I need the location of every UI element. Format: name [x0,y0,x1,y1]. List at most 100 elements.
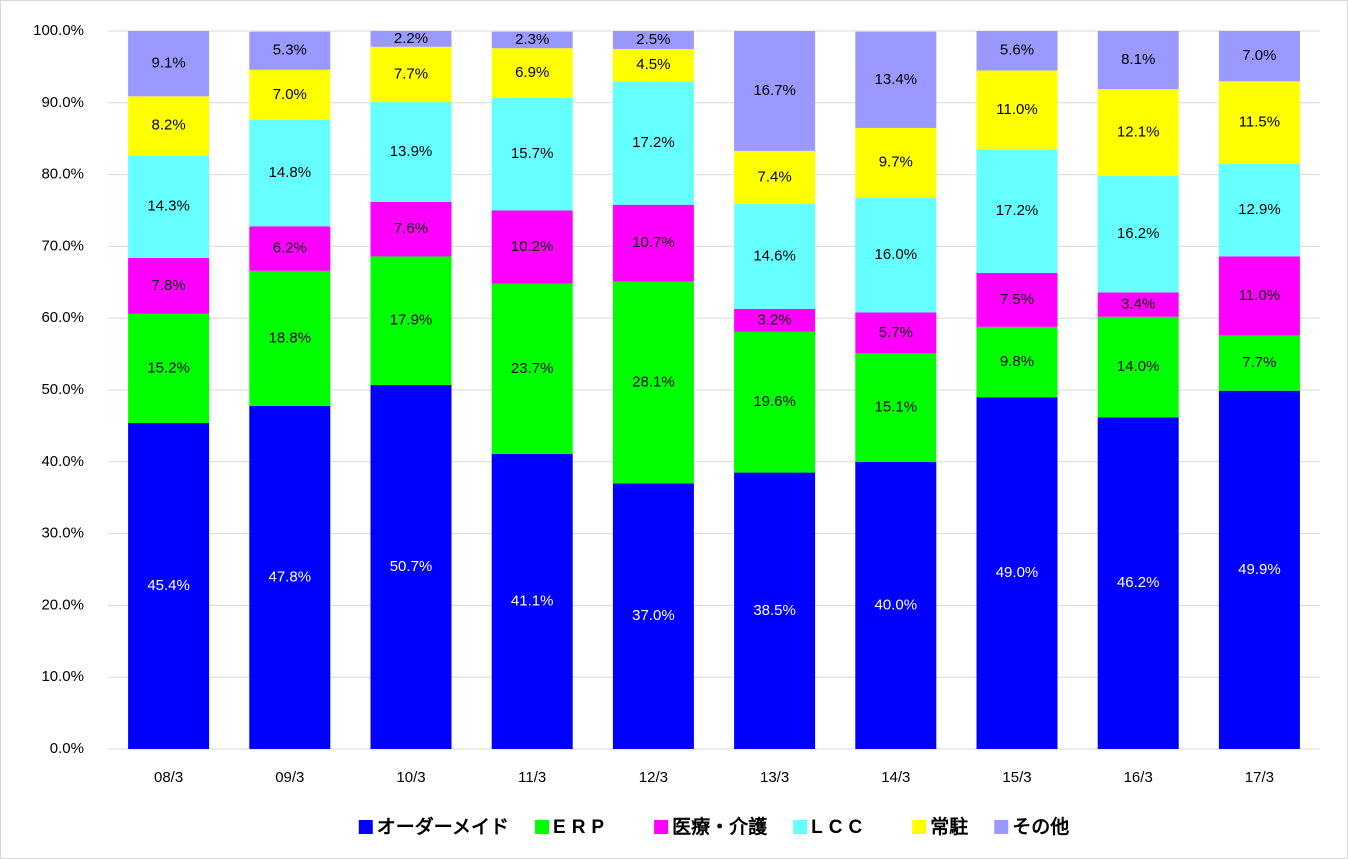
legend-swatch [994,820,1009,834]
bar-segment [612,204,694,282]
data-label: 16.0% [875,246,918,263]
data-label: 47.8% [269,568,312,585]
data-label: 7.7% [394,65,428,82]
data-label: 28.1% [632,373,675,390]
bar-segment [855,461,937,749]
bar-segment [128,31,210,97]
bar-segment [976,397,1058,749]
bar-segment [734,150,816,205]
bar-segment [1097,292,1179,317]
y-tick-label: 80.0% [41,166,84,183]
bar-segment [370,384,452,749]
legend-label: オーダーメイド [377,815,509,838]
x-tick-label: 13/3 [760,769,789,786]
bar-segment [491,453,573,749]
data-label: 9.8% [1000,353,1034,370]
bar-segment [249,31,331,70]
bar-segment [976,272,1058,327]
legend-label: 常駐 [930,815,968,838]
bar-segment [128,257,210,314]
bar-segment [1097,176,1179,293]
data-label: 3.2% [757,311,791,328]
bar-segment [491,210,573,284]
data-label: 5.3% [273,42,307,59]
bar-segment [128,423,210,749]
data-label: 13.9% [390,143,433,160]
legend-item: 医療・介護 [654,815,768,838]
x-tick-label: 09/3 [275,769,304,786]
data-label: 9.1% [151,55,185,72]
data-label: 15.2% [147,359,190,376]
bar-segment [249,270,331,406]
bar-segment [1097,31,1179,90]
bar-segment [855,127,937,198]
data-label: 50.7% [390,558,433,575]
bar-segment [976,31,1058,71]
data-label: 2.2% [394,30,428,47]
legend-item: 常駐 [912,815,968,838]
data-label: 14.6% [753,247,796,264]
data-label: 14.3% [147,198,190,215]
legend-label: 医療・介護 [672,815,768,838]
data-label: 11.0% [996,101,1037,118]
x-tick-label: 08/3 [154,769,183,786]
legend-item: LCC [793,817,862,838]
data-label: 17.2% [632,134,675,151]
data-label: 7.0% [273,86,307,103]
data-label: 10.2% [511,238,554,255]
data-label: 7.8% [151,277,185,294]
data-label: 4.5% [636,56,670,73]
data-label: 13.4% [875,71,918,88]
bar-segment [1218,81,1300,164]
data-label: 37.0% [632,607,675,624]
y-tick-label: 60.0% [41,309,84,326]
bar-segment [370,31,452,47]
bar-segment [976,149,1058,273]
bar-segment [855,31,937,128]
y-tick-label: 40.0% [41,453,84,470]
y-tick-label: 100.0% [33,22,84,39]
bar-segment [1218,163,1300,257]
y-tick-label: 70.0% [41,237,84,254]
legend-label: ERP [553,817,610,838]
bar-segment [128,96,210,156]
data-label: 15.1% [875,399,918,416]
data-label: 46.2% [1117,574,1160,591]
y-tick-label: 50.0% [41,381,84,398]
data-label: 12.9% [1238,201,1281,218]
x-tick-label: 12/3 [639,769,668,786]
bar-segment [249,405,331,749]
data-label: 2.5% [636,31,670,48]
legend-swatch [654,820,669,834]
data-label: 17.9% [390,312,433,329]
bar-segment [1097,417,1179,749]
bar-segment [855,353,937,462]
data-label: 19.6% [753,393,796,410]
legend-swatch [912,820,927,834]
x-tick-label: 10/3 [396,769,425,786]
legend-swatch [793,820,808,834]
data-label: 16.2% [1117,225,1160,242]
bar-segment [612,81,694,205]
data-label: 7.4% [757,168,791,185]
x-tick-label: 17/3 [1245,769,1274,786]
bar-segment [491,48,573,98]
legend-label: その他 [1012,815,1069,838]
y-tick-label: 20.0% [41,596,84,613]
data-label: 2.3% [515,31,549,48]
x-tick-label: 16/3 [1124,769,1153,786]
bar-segment [491,283,573,454]
data-label: 5.7% [879,324,913,341]
labels: 0.0% 10.0% 20.0% 30.0% 40.0% 50.0% 60.0% 70.0% 8… [33,22,1281,786]
x-tick-label: 15/3 [1002,769,1031,786]
y-tick-label: 0.0% [50,740,84,757]
legend-swatch [535,820,550,834]
x-tick-label: 11/3 [518,769,546,786]
bar-segment [370,256,452,385]
data-label: 7.5% [1000,291,1034,308]
bar-segment [1097,316,1179,418]
data-label: 6.9% [515,64,549,81]
legend: オーダーメイド ERP 医療・介護 LCC 常駐 その他 [358,815,1069,838]
data-label: 10.7% [632,234,675,251]
